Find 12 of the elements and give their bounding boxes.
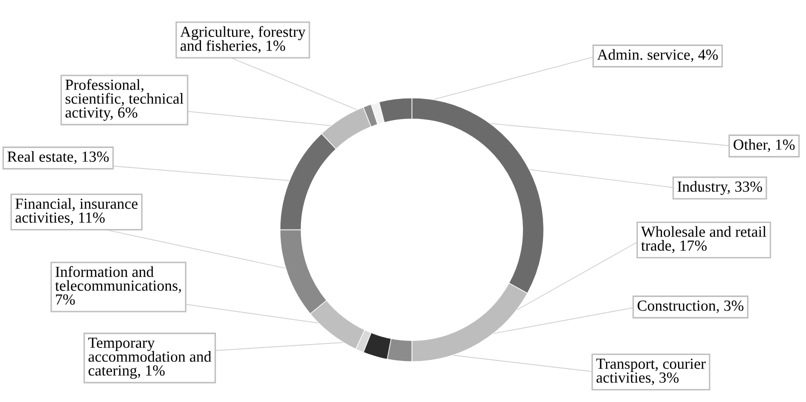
slice-label: Temporary accommodation and catering, 1% [88,338,212,379]
slice-label: Professional, scientific, technical activity, 6% [65,79,184,121]
slice-label: Information and telecommunications, 7% [55,266,181,305]
slice-label: Transport, courier activities, 3% [596,358,706,385]
slice-label: Real estate, 13% [7,151,109,164]
slice-label: Industry, 33% [678,181,762,195]
slice-label: Agriculture, forestry and fisheries, 1% [180,26,306,54]
slice-label: Admin. service, 4% [597,49,718,62]
slice-label: Other, 1% [734,139,795,152]
slice-label: Construction, 3% [638,300,744,314]
slice-label: Financial, insurance activities, 11% [15,198,138,225]
slice-label: Wholesale and retail trade, 17% [641,226,766,253]
